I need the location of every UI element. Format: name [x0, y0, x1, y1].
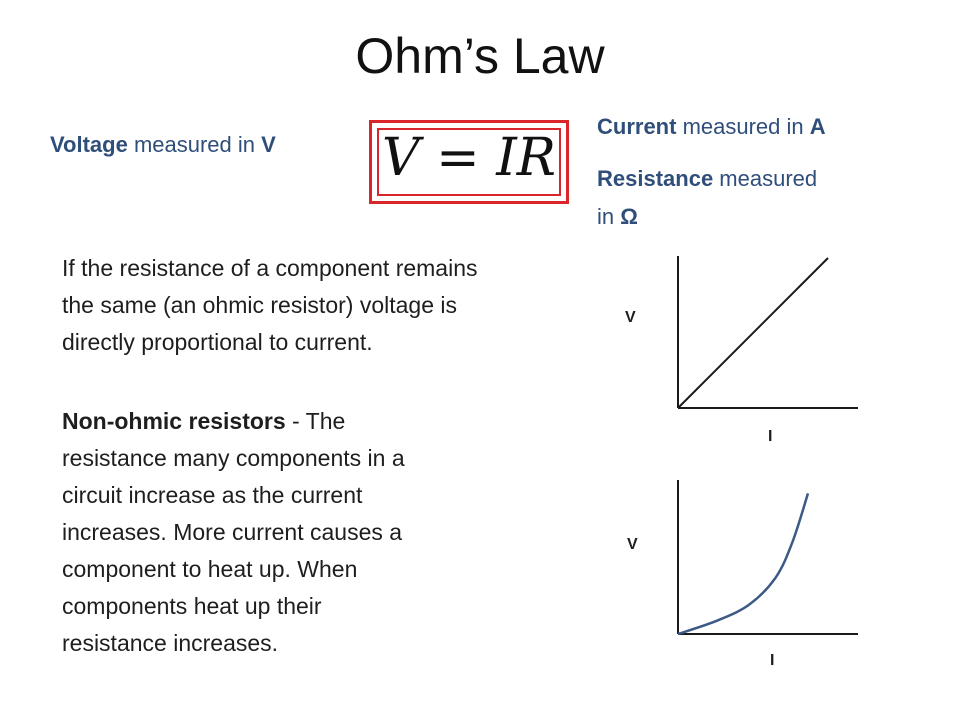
equation-box-inner-border: [377, 128, 561, 196]
slide-title: Ohm’s Law: [355, 28, 605, 84]
voltage-unit: V: [261, 132, 276, 157]
paragraph-line: component to heat up. When: [62, 556, 358, 582]
non-ohmic-dash-text: - The: [285, 408, 346, 434]
graph1-proportional-line: [677, 257, 829, 409]
graph2-y-axis-label: V: [627, 536, 638, 553]
paragraph-line: If the resistance of a component remains: [62, 255, 478, 281]
resistance-label-line2: in Ω: [597, 202, 638, 232]
equation-equals-sign: =: [419, 128, 497, 188]
paragraph-line: components heat up their: [62, 593, 322, 619]
equation-box: V = IR: [369, 120, 569, 204]
current-word: Current: [597, 114, 677, 139]
nonlinear-vi-graph: [677, 480, 858, 636]
ohms-law-equation: V = IR: [372, 125, 566, 191]
graph2-x-axis-label: I: [770, 652, 775, 669]
graph1-x-axis-label: I: [768, 428, 773, 445]
current-measured-text: measured in: [676, 114, 810, 139]
resistance-unit: Ω: [620, 204, 638, 229]
voltage-label: Voltage measured in V: [50, 130, 276, 160]
non-ohmic-heading: Non-ohmic resistors: [62, 408, 286, 434]
resistance-in-text: in: [597, 204, 621, 229]
graph2-exponential-curve: [677, 493, 810, 636]
paragraph-line: Non-ohmic resistors - The: [62, 403, 405, 440]
equation-current-resistance: IR: [496, 128, 556, 188]
voltage-word: Voltage: [50, 132, 128, 157]
paragraph-line: directly proportional to current.: [62, 329, 373, 355]
paragraph-line: increases. More current causes a: [62, 519, 403, 545]
current-label: Current measured in A: [597, 112, 826, 142]
resistance-measured-text: measured: [713, 166, 818, 191]
paragraph-line: circuit increase as the current: [62, 482, 363, 508]
linear-vi-graph: [677, 256, 858, 409]
resistance-word: Resistance: [597, 166, 714, 191]
equation-voltage-symbol: V: [382, 128, 420, 188]
voltage-measured-text: measured in: [127, 132, 262, 157]
paragraph-line: resistance many components in a: [62, 445, 405, 471]
ohmic-paragraph: If the resistance of a component remains…: [62, 250, 478, 361]
graph1-y-axis-label: V: [625, 309, 636, 326]
current-unit: A: [809, 114, 826, 139]
paragraph-line: resistance increases.: [62, 630, 279, 656]
resistance-label: Resistance measured: [597, 164, 817, 194]
paragraph-line: the same (an ohmic resistor) voltage is: [62, 292, 457, 318]
non-ohmic-paragraph: Non-ohmic resistors - The resistance man…: [62, 403, 405, 662]
